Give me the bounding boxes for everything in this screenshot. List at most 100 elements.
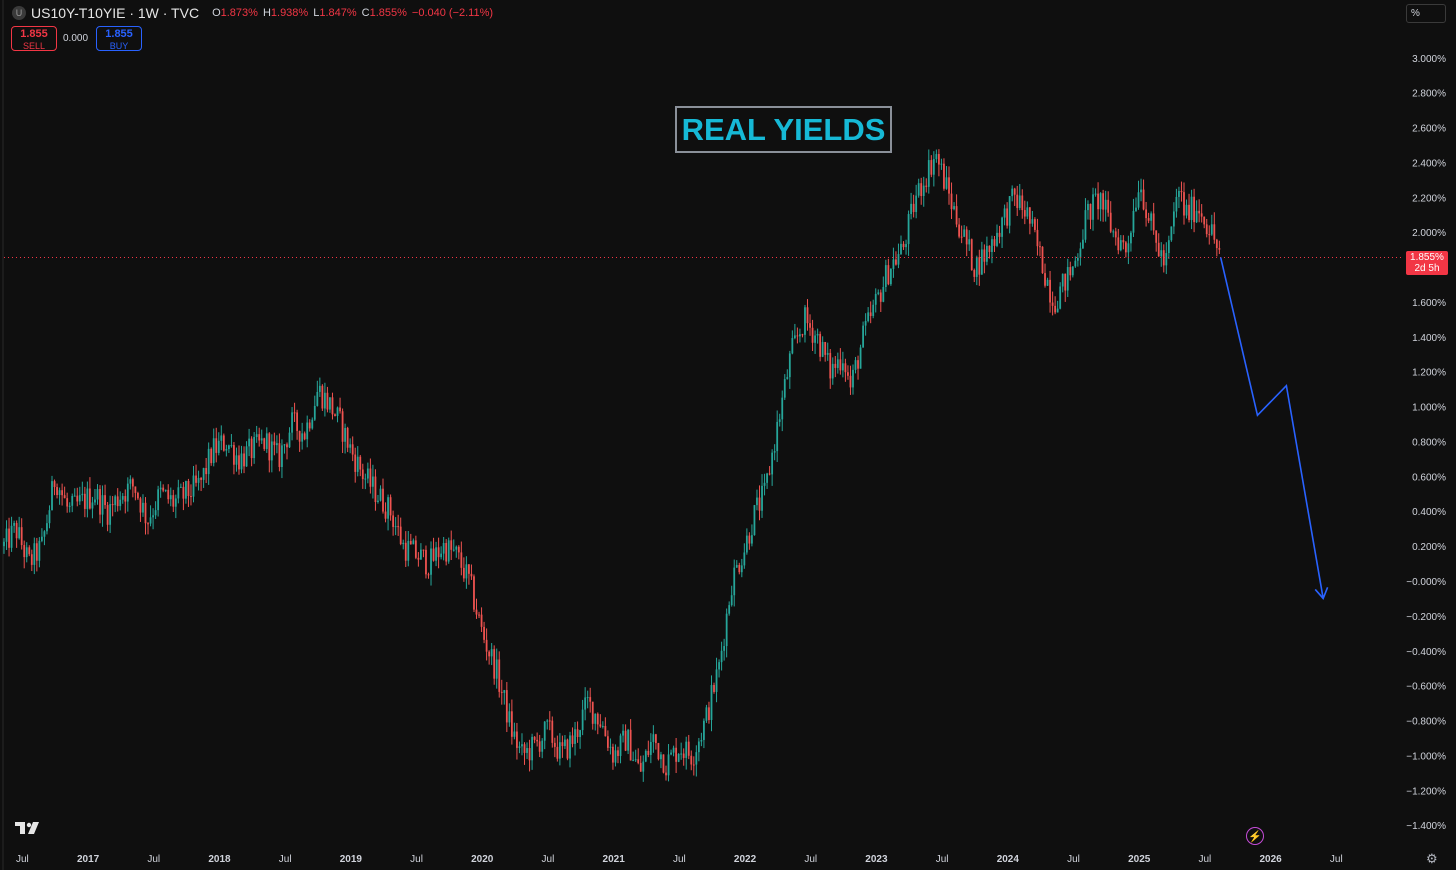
candle-body [1218, 248, 1221, 250]
candle-body [41, 536, 43, 541]
candle-body [1018, 195, 1021, 208]
candle-body [321, 385, 324, 409]
candle-body [313, 405, 316, 420]
candle-body [1215, 239, 1218, 249]
candle-body [71, 496, 74, 506]
candle-body [119, 499, 122, 507]
chart-title-annotation[interactable]: REAL YIELDS [675, 106, 892, 153]
candle-body [121, 496, 124, 500]
buy-button[interactable]: 1.855 BUY [96, 26, 143, 51]
candle-body [622, 730, 624, 736]
candle-body [402, 542, 405, 544]
candle-body [1135, 207, 1137, 211]
candle-body [450, 540, 453, 550]
buy-label: BUY [109, 41, 129, 51]
tradingview-logo-icon[interactable] [15, 822, 41, 841]
candle-body [1061, 273, 1064, 287]
candle-body [46, 523, 48, 532]
candle-body [574, 729, 576, 744]
candle-body [1003, 208, 1006, 218]
candle-body [349, 444, 352, 448]
low-value: 1.847% [319, 7, 357, 19]
gear-icon[interactable]: ⚙ [1426, 851, 1438, 866]
candle-body [872, 304, 875, 316]
candle-body [270, 441, 273, 461]
candle-body [220, 435, 223, 441]
candle-body [735, 564, 738, 568]
candle-body [1205, 224, 1208, 235]
candle-body [975, 257, 978, 277]
candle-body [235, 455, 238, 465]
candle-body [564, 739, 566, 747]
change-value: −0.040 (−2.11%) [411, 7, 494, 19]
x-tick-label: Jul [410, 854, 423, 865]
candle-body [134, 486, 137, 493]
symbol-title[interactable]: US10Y-T10YIE · 1W · TVC [31, 5, 200, 21]
candle-body [1023, 210, 1026, 217]
candle-body [1001, 217, 1003, 237]
candle-body [1084, 210, 1087, 240]
candle-body [536, 739, 539, 742]
candle-body [811, 327, 814, 343]
candle-body [1021, 195, 1024, 211]
candle-body [336, 407, 339, 416]
x-tick-label: Jul [16, 854, 29, 865]
projection-arrow-head [1314, 586, 1329, 600]
candle-body [384, 511, 387, 519]
candle-body [1172, 211, 1175, 227]
candle-body [457, 546, 460, 553]
candle-body [78, 495, 81, 502]
candle-body [1041, 246, 1044, 274]
candle-body [1213, 224, 1216, 240]
candle-body [339, 407, 341, 412]
candle-body [700, 739, 703, 742]
candle-body [816, 333, 819, 336]
candle-body [200, 477, 202, 480]
symbol-icon[interactable]: U [12, 6, 26, 20]
candle-body [344, 427, 347, 442]
candle-body [326, 392, 329, 410]
candle-body [601, 725, 604, 727]
candle-body [1044, 273, 1046, 286]
candle-body [839, 359, 842, 371]
candle-body [273, 441, 276, 446]
candle-body [91, 502, 94, 509]
candle-body [935, 154, 938, 160]
x-tick-label: Jul [1330, 854, 1343, 865]
lightning-icon[interactable]: ⚡ [1246, 827, 1264, 845]
candle-body [672, 747, 675, 753]
candle-body [892, 259, 895, 269]
candle-body [260, 438, 263, 441]
buy-price: 1.855 [105, 28, 133, 40]
y-tick-label: −1.200% [1406, 786, 1446, 797]
candle-body [793, 335, 796, 339]
candle-body [857, 360, 859, 369]
y-axis[interactable]: 3.000% 2.800% 2.600% 2.400% 2.200% 2.000% 1.60… [1406, 54, 1446, 832]
candle-body [715, 669, 718, 692]
candle-body [986, 245, 988, 262]
candle-body [1180, 190, 1183, 193]
candle-body [131, 479, 134, 487]
candle-body [359, 456, 362, 470]
candle-body [738, 564, 741, 573]
candle-body [366, 468, 369, 479]
y-tick-label: 2.600% [1412, 124, 1446, 135]
candle-body [1127, 243, 1130, 253]
candle-body [210, 448, 213, 464]
unit-selector[interactable]: % [1406, 4, 1446, 23]
candle-body [718, 662, 720, 670]
candle-body [647, 750, 650, 755]
candle-body [1208, 234, 1211, 236]
candle-body [1200, 213, 1203, 217]
x-axis[interactable]: Jul 2017 Jul 2018 Jul 2019 Jul 2020 Jul 2021 Jul 20… [16, 854, 1343, 865]
candle-body [265, 433, 268, 449]
candle-body [1087, 203, 1089, 211]
candle-body [895, 259, 897, 265]
projection-arrow-line[interactable] [1219, 257, 1324, 599]
candle-body [500, 691, 503, 693]
candle-body [604, 725, 607, 737]
sell-button[interactable]: 1.855 SELL [11, 26, 57, 51]
chart-header: U US10Y-T10YIE · 1W · TVC O 1.873% H 1.938… [12, 5, 493, 21]
candle-body [1099, 193, 1102, 210]
